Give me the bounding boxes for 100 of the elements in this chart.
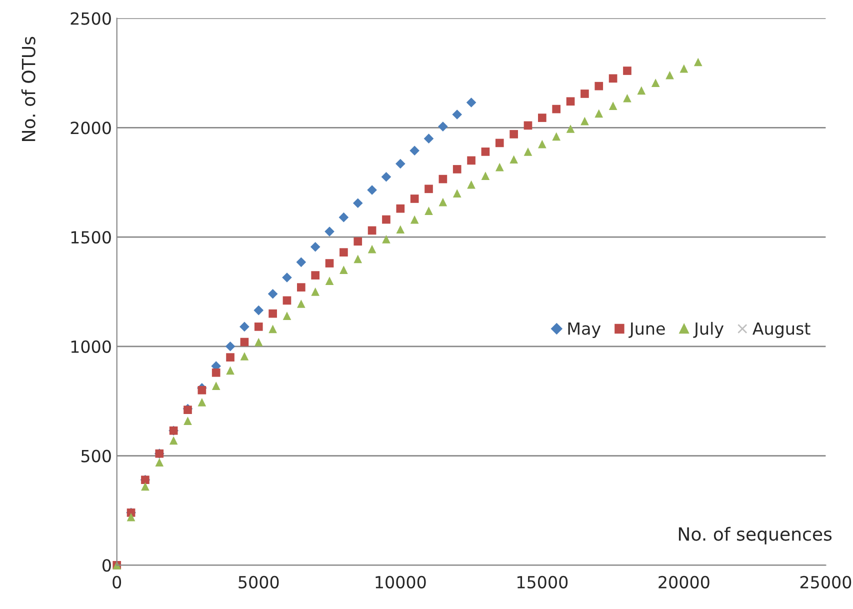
point: [466, 98, 476, 108]
point: [240, 352, 249, 360]
point: [538, 114, 546, 122]
point: [594, 82, 604, 90]
x-tick-label: 5000: [238, 576, 279, 588]
x-tick-label: 15000: [517, 576, 568, 588]
point: [524, 121, 532, 130]
point: [396, 204, 405, 213]
point: [240, 322, 250, 332]
point: [268, 324, 277, 334]
point: [254, 338, 263, 346]
legend-label: July: [693, 322, 724, 338]
point: [324, 226, 334, 236]
point: [552, 132, 561, 141]
x-tick-label: 25000: [800, 576, 852, 588]
point: [282, 272, 292, 282]
point: [452, 165, 462, 174]
point: [608, 102, 618, 110]
point: [354, 237, 362, 246]
y-axis-title: No. of OTUs: [21, 36, 36, 141]
point: [198, 398, 206, 406]
point: [311, 288, 320, 296]
x-tick-label: 20000: [658, 576, 710, 588]
y-tick-label: 500: [81, 450, 111, 462]
point: [566, 97, 575, 106]
point: [510, 155, 518, 164]
x-tick-label: 10000: [376, 576, 426, 588]
point: [552, 104, 561, 114]
point: [637, 86, 646, 95]
point: [438, 198, 448, 206]
point: [296, 283, 306, 292]
y-tick-label: 1500: [71, 230, 111, 244]
point: [594, 109, 604, 118]
point: [141, 482, 150, 491]
point: [382, 235, 390, 244]
point: [467, 156, 476, 165]
y-tick-label: 0: [102, 559, 111, 572]
point: [254, 305, 264, 316]
point: [580, 90, 589, 98]
point: [452, 110, 462, 120]
point: [410, 215, 419, 224]
point: [666, 70, 674, 80]
point: [254, 322, 263, 331]
point: [338, 212, 349, 222]
point: [524, 148, 532, 156]
legend-label: May: [568, 322, 601, 338]
point: [538, 140, 546, 148]
point: [438, 122, 448, 132]
point: [325, 276, 334, 285]
point: [268, 288, 278, 299]
point: [424, 206, 433, 215]
point: [198, 386, 206, 394]
point: [623, 94, 632, 102]
point: [184, 416, 192, 425]
point: [226, 353, 234, 362]
point: [623, 66, 632, 75]
legend-label: August: [752, 322, 810, 338]
point: [566, 124, 575, 133]
point: [680, 64, 688, 73]
point: [410, 194, 419, 203]
point: [225, 341, 236, 352]
point: [510, 130, 518, 138]
legend-label: June: [628, 322, 665, 338]
point: [608, 74, 618, 83]
point: [240, 338, 249, 346]
point: [352, 198, 363, 208]
x-tick-label: 0: [112, 576, 122, 588]
point: [296, 300, 306, 308]
point: [467, 180, 476, 189]
point: [580, 116, 589, 126]
point: [226, 366, 234, 375]
x-axis-title: No. of sequences: [678, 526, 832, 544]
point: [367, 185, 377, 195]
point: [424, 184, 433, 194]
point: [481, 172, 490, 180]
point: [410, 146, 420, 156]
point: [155, 458, 164, 467]
point: [268, 309, 277, 318]
point: [395, 158, 406, 169]
point: [368, 226, 376, 235]
point: [382, 215, 390, 224]
point: [651, 78, 660, 87]
point: [310, 242, 320, 252]
point: [340, 248, 348, 257]
point: [296, 257, 306, 268]
point: [282, 312, 292, 320]
point: [495, 162, 504, 172]
point: [452, 189, 462, 198]
y-tick-label: 2500: [70, 12, 111, 25]
point: [368, 244, 376, 254]
point: [212, 368, 220, 377]
y-tick-label: 2000: [70, 122, 111, 134]
point: [381, 172, 392, 182]
point: [481, 148, 490, 156]
point: [694, 58, 702, 66]
point: [169, 436, 178, 445]
y-tick-label: 1000: [71, 340, 111, 353]
point: [438, 174, 448, 184]
point: [424, 134, 434, 144]
point: [212, 382, 220, 390]
